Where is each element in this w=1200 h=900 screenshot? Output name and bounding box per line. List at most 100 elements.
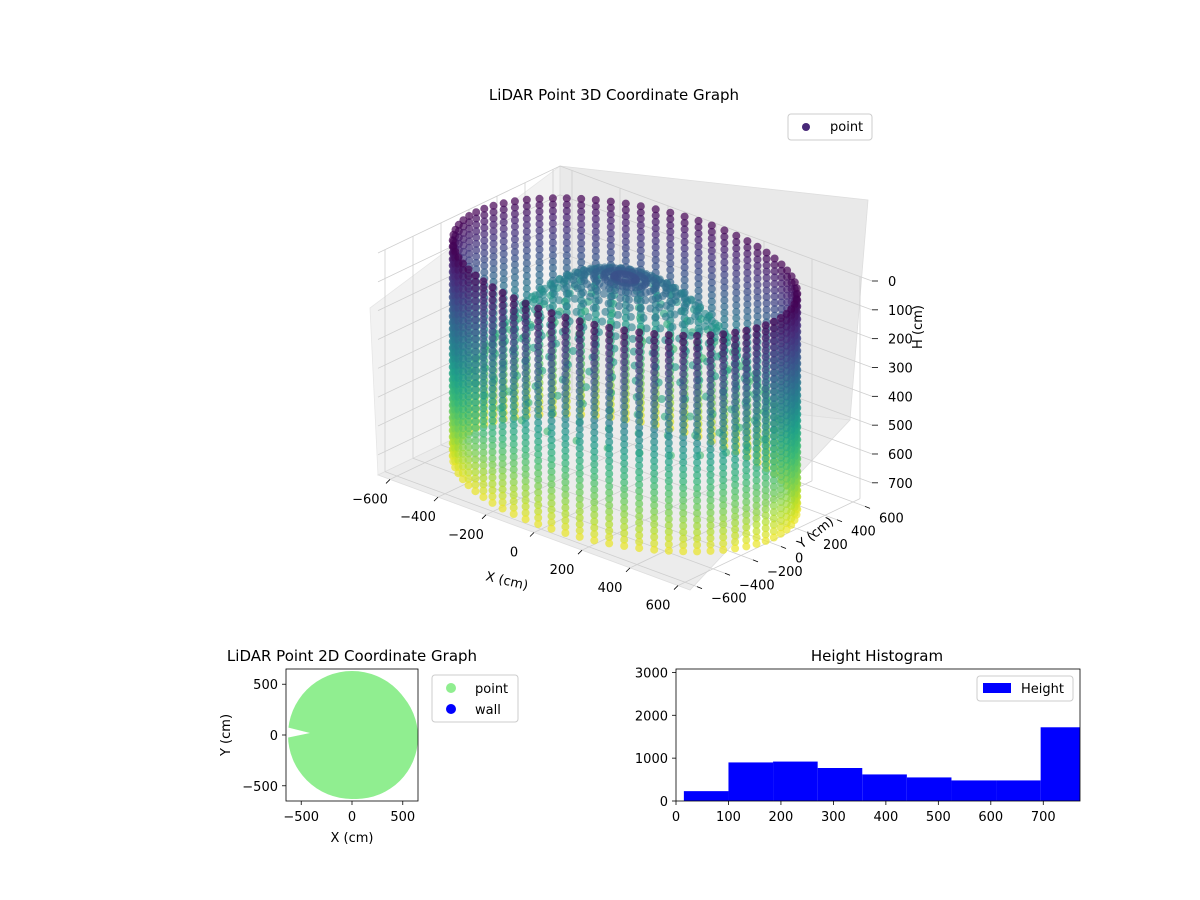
point-3d	[521, 299, 530, 308]
point-3d	[706, 464, 715, 473]
point-3d	[770, 279, 779, 288]
point-3d	[534, 469, 543, 478]
point-3d	[521, 363, 530, 371]
point-3d	[548, 264, 557, 272]
point-3d	[679, 407, 688, 416]
point-3d	[782, 309, 791, 318]
point-3d	[561, 402, 570, 411]
point-3d	[752, 432, 761, 440]
point-3d	[521, 324, 530, 333]
point-3d	[488, 441, 497, 450]
point-3d	[761, 359, 770, 368]
point-3d	[679, 344, 688, 353]
point-3d	[509, 414, 518, 423]
point-3d	[521, 508, 530, 517]
point-3d	[617, 287, 626, 296]
point-3d	[499, 231, 508, 239]
point-3d	[636, 202, 645, 211]
point-3d	[731, 474, 740, 483]
point-3d	[582, 383, 591, 392]
point-3d	[499, 269, 508, 278]
x-tick-label-3d: −600	[352, 492, 388, 507]
point-3d	[488, 391, 497, 400]
point-3d	[731, 500, 740, 508]
point-3d	[488, 378, 497, 387]
x-tick-3d	[433, 496, 439, 502]
point-3d	[719, 336, 728, 345]
point-3d	[479, 321, 488, 330]
point-3d	[706, 331, 715, 340]
point-3d	[693, 458, 702, 467]
point-3d	[720, 308, 729, 317]
histogram-bar	[862, 774, 907, 801]
point-3d	[694, 223, 703, 232]
point-3d	[646, 304, 655, 313]
point-3d	[479, 397, 488, 406]
point-3d	[488, 460, 497, 469]
point-3d	[731, 341, 740, 350]
point-3d	[732, 276, 741, 285]
point-3d	[510, 241, 519, 250]
point-3d	[742, 485, 751, 494]
point-3d	[498, 479, 507, 488]
point-3d	[488, 340, 497, 349]
point-3d	[693, 471, 702, 480]
point-3d	[743, 262, 752, 271]
point-3d	[743, 294, 752, 303]
point-3d	[753, 306, 762, 315]
point-3d	[590, 485, 599, 494]
point-3d	[534, 513, 543, 522]
point-cloud-2d-notch	[286, 727, 310, 738]
point-3d	[605, 501, 614, 510]
point-3d	[776, 529, 785, 538]
point-3d	[458, 259, 467, 268]
point-3d	[664, 439, 673, 447]
point-3d	[534, 456, 543, 465]
point-3d	[769, 457, 778, 466]
chart-2d-title: LiDAR Point 2D Coordinate Graph	[227, 647, 477, 665]
point-3d	[752, 394, 761, 402]
point-3d	[762, 273, 771, 282]
point-3d	[693, 522, 702, 530]
point-3d	[707, 304, 716, 312]
point-3d	[776, 434, 785, 443]
point-3d	[776, 510, 785, 519]
point-3d	[731, 360, 740, 369]
point-3d	[521, 420, 530, 429]
point-3d	[769, 413, 778, 421]
point-3d	[706, 458, 715, 467]
point-3d	[471, 341, 480, 350]
point-3d	[547, 448, 556, 457]
point-3d	[607, 292, 616, 301]
point-3d	[694, 248, 703, 257]
point-3d	[561, 364, 570, 373]
point-3d	[635, 410, 644, 419]
point-3d	[731, 354, 740, 363]
point-3d	[731, 335, 740, 344]
point-3d	[650, 463, 659, 472]
point-3d	[612, 320, 621, 329]
point-3d	[707, 234, 716, 243]
point-3d	[679, 522, 688, 530]
point-3d	[693, 515, 702, 524]
point-3d	[769, 400, 778, 409]
point-3d	[479, 302, 488, 311]
point-3d	[464, 360, 473, 369]
point-3d	[606, 222, 615, 231]
point-3d	[635, 518, 644, 527]
point-3d	[488, 302, 497, 311]
point-3d	[534, 329, 543, 338]
point-3d	[534, 355, 543, 364]
point-3d	[664, 496, 673, 504]
point-3d	[701, 322, 709, 331]
point-3d	[693, 477, 702, 486]
point-3d	[547, 442, 556, 451]
point-3d	[761, 429, 770, 438]
point-3d	[562, 257, 571, 266]
point-3d	[606, 248, 615, 257]
point-3d	[636, 259, 645, 268]
point-3d	[577, 232, 586, 241]
point-3d	[650, 533, 659, 541]
point-3d	[547, 404, 556, 413]
point-3d	[776, 371, 785, 380]
